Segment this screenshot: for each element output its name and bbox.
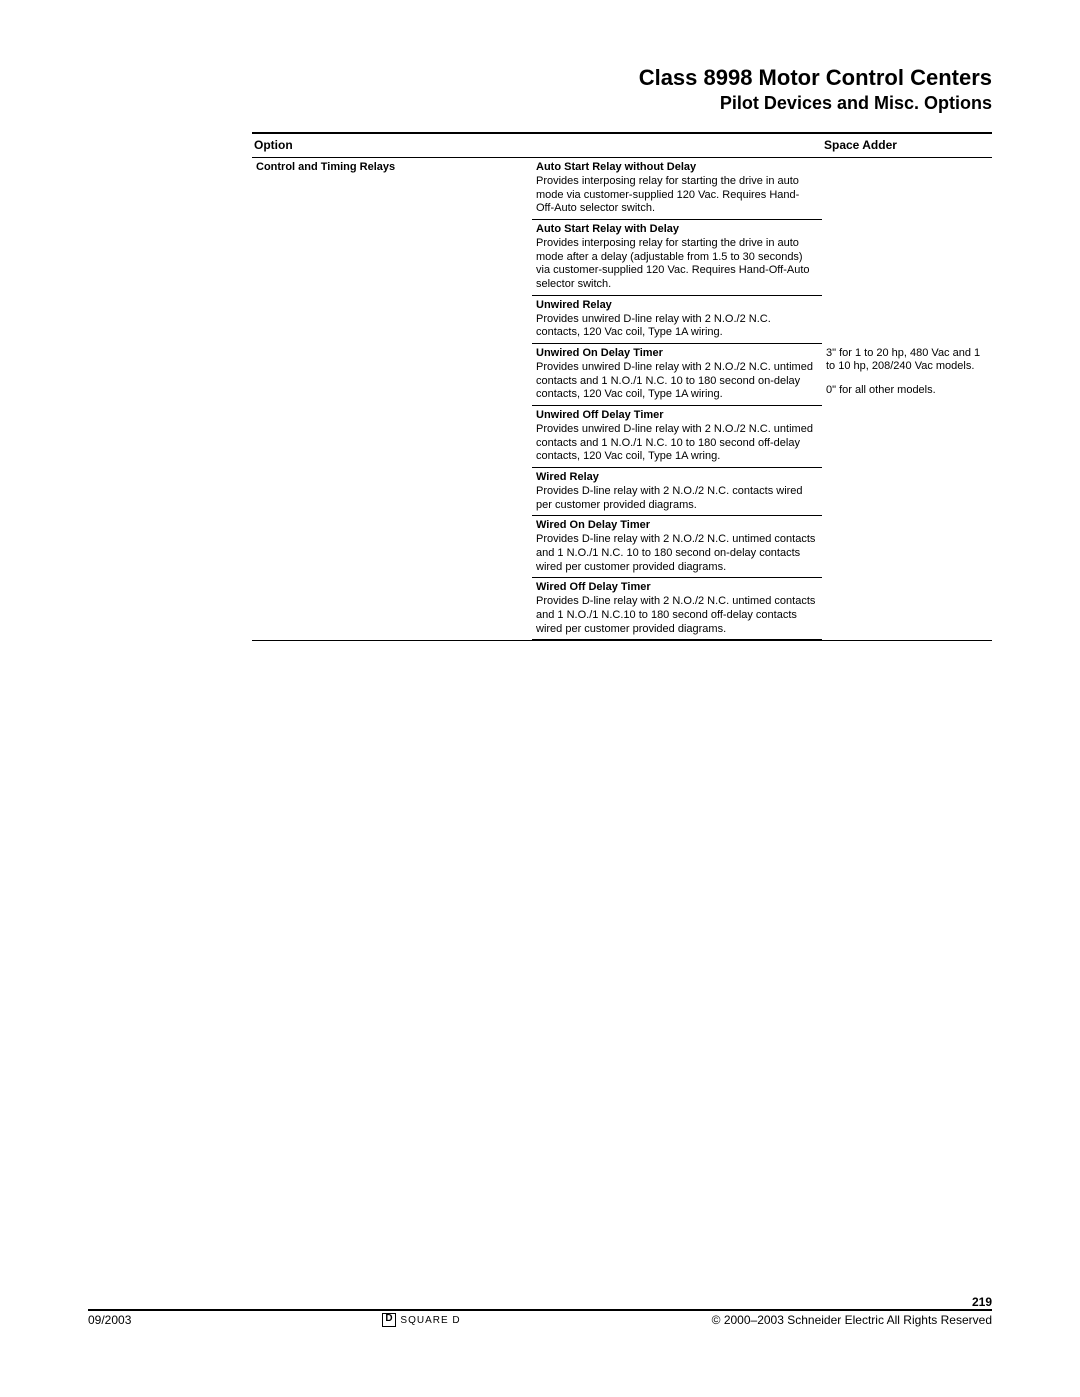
option-title: Unwired Off Delay Timer [536,409,816,423]
option-detail-cell: Wired Off Delay Timer Provides D-line re… [532,578,822,641]
title-block: Class 8998 Motor Control Centers Pilot D… [88,64,992,114]
option-title: Wired Off Delay Timer [536,581,816,595]
square-d-icon [382,1313,396,1327]
table-header-row: Option Space Adder [252,133,992,158]
option-body: Provides unwired D-line relay with 2 N.O… [536,361,813,401]
footer-logo-text: SQUARE D [400,1315,460,1326]
space-adder-cell-top [822,158,992,344]
space-adder-line2: 0" for all other models. [826,384,936,396]
option-title: Wired On Delay Timer [536,519,816,533]
option-title: Auto Start Relay without Delay [536,161,816,175]
option-detail-cell: Auto Start Relay without Delay Provides … [532,158,822,220]
option-detail-cell: Auto Start Relay with Delay Provides int… [532,220,822,296]
option-body: Provides interposing relay for starting … [536,237,810,290]
option-body: Provides unwired D-line relay with 2 N.O… [536,423,813,463]
footer-row: 09/2003 SQUARE D © 2000–2003 Schneider E… [88,1313,992,1327]
table-row: Control and Timing Relays Auto Start Rel… [252,158,992,220]
footer-copyright: © 2000–2003 Schneider Electric All Right… [712,1313,992,1327]
col-header-option: Option [252,133,822,158]
option-detail-cell: Wired On Delay Timer Provides D-line rel… [532,516,822,578]
option-detail-cell: Unwired Relay Provides unwired D-line re… [532,295,822,343]
option-body: Provides D-line relay with 2 N.O./2 N.C.… [536,485,803,511]
option-title: Unwired Relay [536,299,816,313]
page-title: Class 8998 Motor Control Centers [88,64,992,92]
page-number: 219 [966,1295,992,1309]
option-body: Provides D-line relay with 2 N.O./2 N.C.… [536,595,815,635]
option-title: Wired Relay [536,471,816,485]
col-header-space-adder: Space Adder [822,133,992,158]
option-detail-cell: Unwired Off Delay Timer Provides unwired… [532,406,822,468]
option-body: Provides unwired D-line relay with 2 N.O… [536,313,771,339]
option-category-cell: Control and Timing Relays [252,158,532,641]
footer-logo: SQUARE D [382,1313,460,1327]
option-detail-cell: Unwired On Delay Timer Provides unwired … [532,344,822,406]
option-title: Unwired On Delay Timer [536,347,816,361]
options-table: Option Space Adder Control and Timing Re… [252,132,992,641]
option-body: Provides interposing relay for starting … [536,175,799,215]
footer-rule: 219 [88,1309,992,1311]
option-title: Auto Start Relay with Delay [536,223,816,237]
option-body: Provides D-line relay with 2 N.O./2 N.C.… [536,533,815,573]
footer: 219 09/2003 SQUARE D © 2000–2003 Schneid… [88,1309,992,1327]
option-detail-cell: Wired Relay Provides D-line relay with 2… [532,468,822,516]
page-subtitle: Pilot Devices and Misc. Options [88,92,992,115]
space-adder-cell-bottom [822,468,992,641]
footer-date: 09/2003 [88,1313,131,1327]
page: Class 8998 Motor Control Centers Pilot D… [0,0,1080,1397]
space-adder-line1: 3" for 1 to 20 hp, 480 Vac and 1 to 10 h… [826,347,980,373]
space-adder-cell-main: 3" for 1 to 20 hp, 480 Vac and 1 to 10 h… [822,344,992,468]
